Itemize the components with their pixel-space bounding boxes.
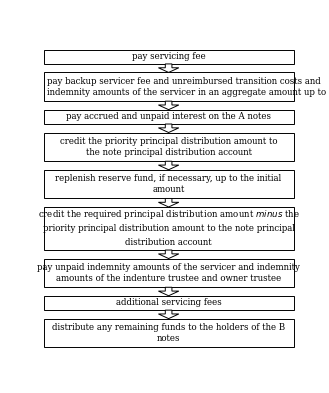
Text: distribute any remaining funds to the holders of the B
notes: distribute any remaining funds to the ho… (52, 323, 285, 343)
Text: priority principal distribution amount to the note principal: priority principal distribution amount t… (43, 224, 294, 233)
Text: pay accrued and unpaid interest on the A notes: pay accrued and unpaid interest on the A… (66, 112, 271, 121)
Text: additional servicing fees: additional servicing fees (116, 298, 221, 307)
Text: replenish reserve fund, if necessary, up to the initial
amount: replenish reserve fund, if necessary, up… (56, 174, 282, 194)
FancyBboxPatch shape (44, 72, 293, 101)
Text: credit the required principal distribution amount $\it{minus}$ the: credit the required principal distributi… (38, 208, 300, 220)
Polygon shape (159, 250, 179, 259)
FancyBboxPatch shape (44, 110, 293, 124)
FancyBboxPatch shape (44, 132, 293, 161)
Text: credit the priority principal distribution amount to
the note principal distribu: credit the priority principal distributi… (60, 137, 277, 156)
FancyBboxPatch shape (44, 259, 293, 287)
FancyBboxPatch shape (44, 170, 293, 198)
Polygon shape (159, 161, 179, 170)
FancyBboxPatch shape (44, 296, 293, 310)
Polygon shape (159, 64, 179, 72)
Polygon shape (159, 124, 179, 132)
Text: pay unpaid indemnity amounts of the servicer and indemnity
amounts of the indent: pay unpaid indemnity amounts of the serv… (37, 263, 300, 283)
Text: pay servicing fee: pay servicing fee (132, 52, 206, 61)
FancyBboxPatch shape (44, 319, 293, 347)
FancyBboxPatch shape (44, 50, 293, 64)
Polygon shape (159, 287, 179, 296)
Polygon shape (159, 101, 179, 110)
Text: distribution account: distribution account (125, 239, 212, 247)
Text: pay backup servicer fee and unreimbursed transition costs and
indemnity amounts : pay backup servicer fee and unreimbursed… (47, 77, 329, 97)
Polygon shape (159, 198, 179, 207)
FancyBboxPatch shape (44, 207, 293, 250)
Polygon shape (159, 310, 179, 319)
